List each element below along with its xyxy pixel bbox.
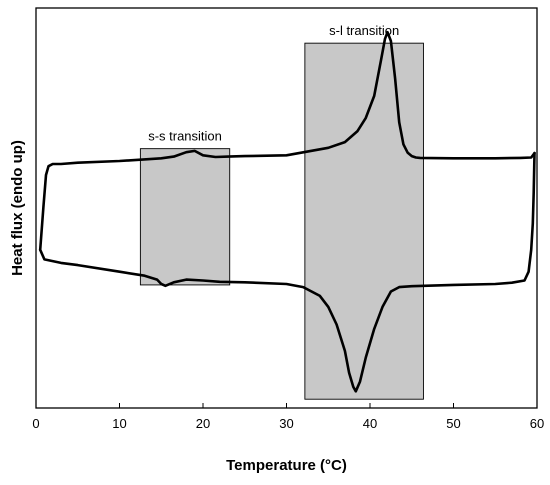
x-tick-label-20: 20 [196, 416, 210, 431]
region-annotations: s-s transition s-l transition [148, 23, 399, 143]
x-tick-label-40: 40 [363, 416, 377, 431]
heating-curve [38, 30, 536, 252]
region-label-1: s-l transition [329, 23, 399, 38]
x-axis-title: Temperature (°C) [226, 457, 347, 474]
x-tick-label-10: 10 [112, 416, 126, 431]
y-axis-title: Heat flux (endo up) [9, 140, 26, 276]
transition-region-1 [304, 42, 424, 400]
region-label-0: s-s transition [148, 129, 222, 144]
x-tick-label-0: 0 [32, 416, 39, 431]
dsc-curves [38, 30, 536, 393]
x-tick-label-30: 30 [279, 416, 293, 431]
transition-regions [139, 42, 424, 400]
x-axis-ticks: 0 10 20 30 40 50 60 [32, 403, 544, 431]
x-tick-label-60: 60 [530, 416, 544, 431]
transition-region-0 [139, 148, 231, 286]
x-tick-label-50: 50 [446, 416, 460, 431]
cooling-curve [38, 151, 536, 393]
plot-frame [35, 7, 538, 409]
